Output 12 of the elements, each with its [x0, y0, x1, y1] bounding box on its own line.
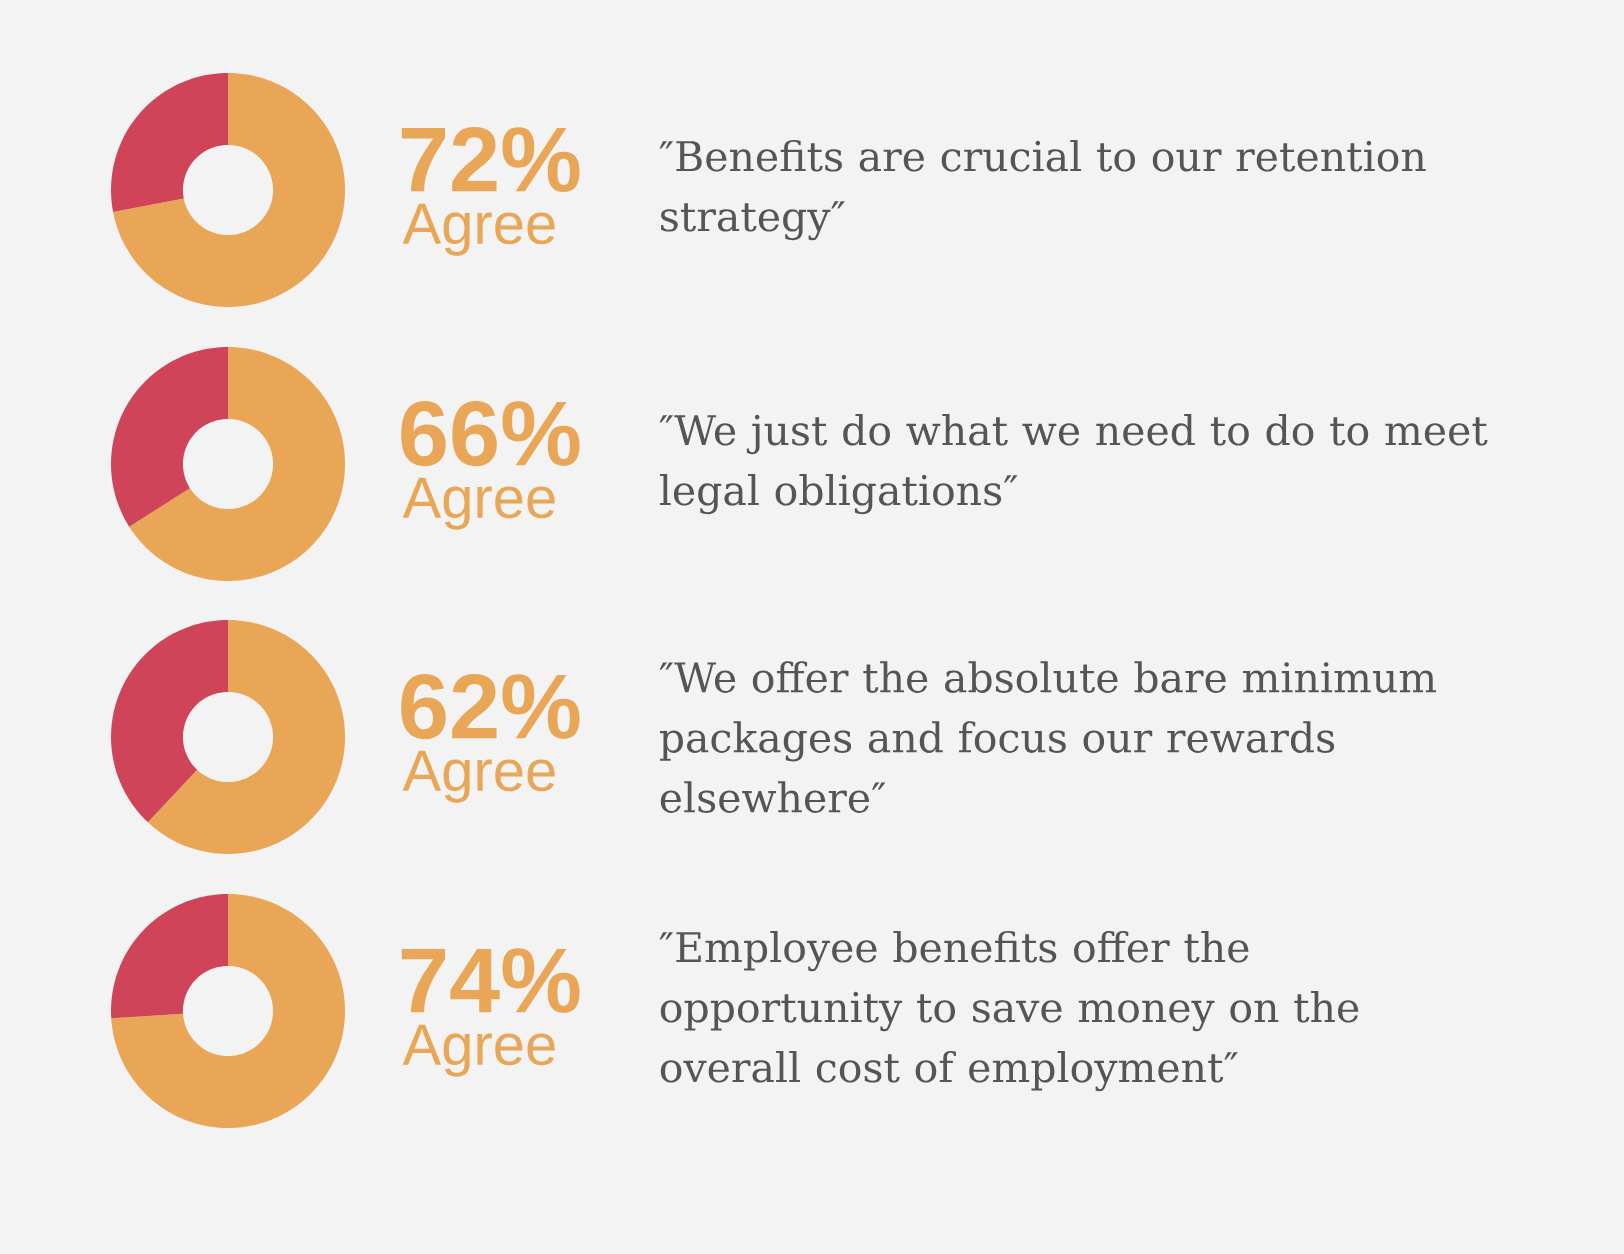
text: ″We just do what we need to do to meet legal obligations″ [659, 413, 1488, 515]
data-label: 62% [401, 674, 580, 740]
slice-label: Agree [402, 1024, 555, 1077]
data-label: 72% [401, 127, 580, 193]
slice-label: Agree [402, 203, 555, 256]
data-label: 66% [401, 401, 580, 467]
slice-label: Agree [402, 477, 555, 530]
text: ″Employee benefits offer the opportunity to save money on the overall cost of employment″ [659, 930, 1359, 1092]
text: ″We offer the absolute bare minimum packages and focus our rewards elsewhere″ [659, 661, 1437, 813]
text: ″Benefits are crucial to our retention strategy″ [659, 139, 1426, 241]
slice-label: Agree [402, 750, 555, 803]
data-label: 74% [401, 948, 580, 1013]
